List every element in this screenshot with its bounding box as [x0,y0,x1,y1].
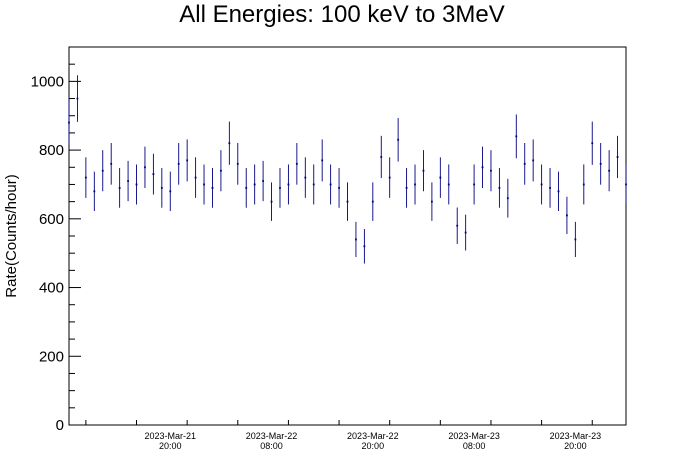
data-point [295,162,298,165]
data-point [279,186,281,189]
plot-frame [68,46,627,426]
data-point [430,200,433,203]
data-point [177,162,180,165]
data-point [304,176,307,179]
x-tick-label: 20:00 [564,441,587,451]
data-point [76,97,79,100]
data-point [338,186,340,189]
data-point [270,200,273,203]
data-point [405,186,408,189]
data-point [321,159,324,162]
data-point [447,183,450,186]
data-series [68,75,627,264]
data-point [363,245,366,248]
data-point [439,176,442,179]
data-point [388,176,391,179]
data-point [355,238,357,241]
data-point [68,121,70,124]
data-point [93,190,96,193]
data-point [329,183,332,186]
y-tick-label: 0 [56,417,64,434]
data-point [186,159,189,162]
data-point [253,183,256,186]
data-point [625,183,627,186]
data-point [110,162,113,165]
data-point [236,162,239,165]
data-point [135,183,138,186]
data-point [346,200,349,203]
y-tick-label: 200 [39,348,64,365]
data-point [287,183,290,186]
x-axis: 2023-Mar-2120:002023-Mar-2208:002023-Mar… [85,420,602,451]
data-point [515,135,518,138]
data-point [245,186,248,189]
data-point [549,186,551,189]
x-tick-label: 20:00 [362,441,385,451]
data-point [523,162,526,165]
data-point [262,180,265,182]
y-axis-label: Rate(Counts/hour) [3,174,20,297]
data-point [312,183,315,186]
data-point [566,214,568,217]
data-point [456,224,459,227]
x-tick-label: 2023-Mar-22 [347,431,399,441]
x-tick-label: 2023-Mar-21 [145,431,197,441]
x-tick-label: 2023-Mar-22 [246,431,298,441]
data-point [211,186,214,189]
x-tick-label: 2023-Mar-23 [550,431,602,441]
data-point [498,186,501,189]
data-point [397,138,400,141]
data-point [490,169,492,172]
data-point [371,200,374,203]
data-point [228,142,231,145]
data-point [608,169,611,172]
data-point [599,162,602,165]
data-point [220,169,222,172]
y-tick-label: 600 [39,211,64,228]
y-axis: 0 200 400 600 800 1000 [31,46,81,434]
data-point [422,169,425,172]
data-point [464,231,467,234]
data-point [540,183,543,186]
x-tick-label: 2023-Mar-23 [448,431,500,441]
y-tick-label: 800 [39,142,64,159]
data-point [203,183,205,186]
data-point [582,183,585,186]
data-point [616,156,619,158]
data-point [194,176,197,179]
x-tick-label: 20:00 [159,441,182,451]
y-tick-label: 1000 [31,73,64,90]
data-point [481,166,484,169]
data-point [557,190,560,193]
data-point [118,186,121,189]
data-point [144,166,146,169]
x-tick-label: 08:00 [463,441,486,451]
chart-title: All Energies: 100 keV to 3MeV [179,1,505,28]
data-point [532,159,535,162]
data-point [591,142,594,145]
data-point [127,180,129,182]
data-point [473,183,475,186]
data-point [414,183,416,186]
data-point [152,173,155,176]
data-point [101,169,104,172]
data-point [169,190,172,193]
y-tick-label: 400 [39,280,64,297]
x-tick-label: 08:00 [260,441,283,451]
data-point [380,156,383,158]
data-point [506,197,509,200]
data-point [574,238,577,241]
data-point [84,176,87,179]
data-point [160,186,163,189]
